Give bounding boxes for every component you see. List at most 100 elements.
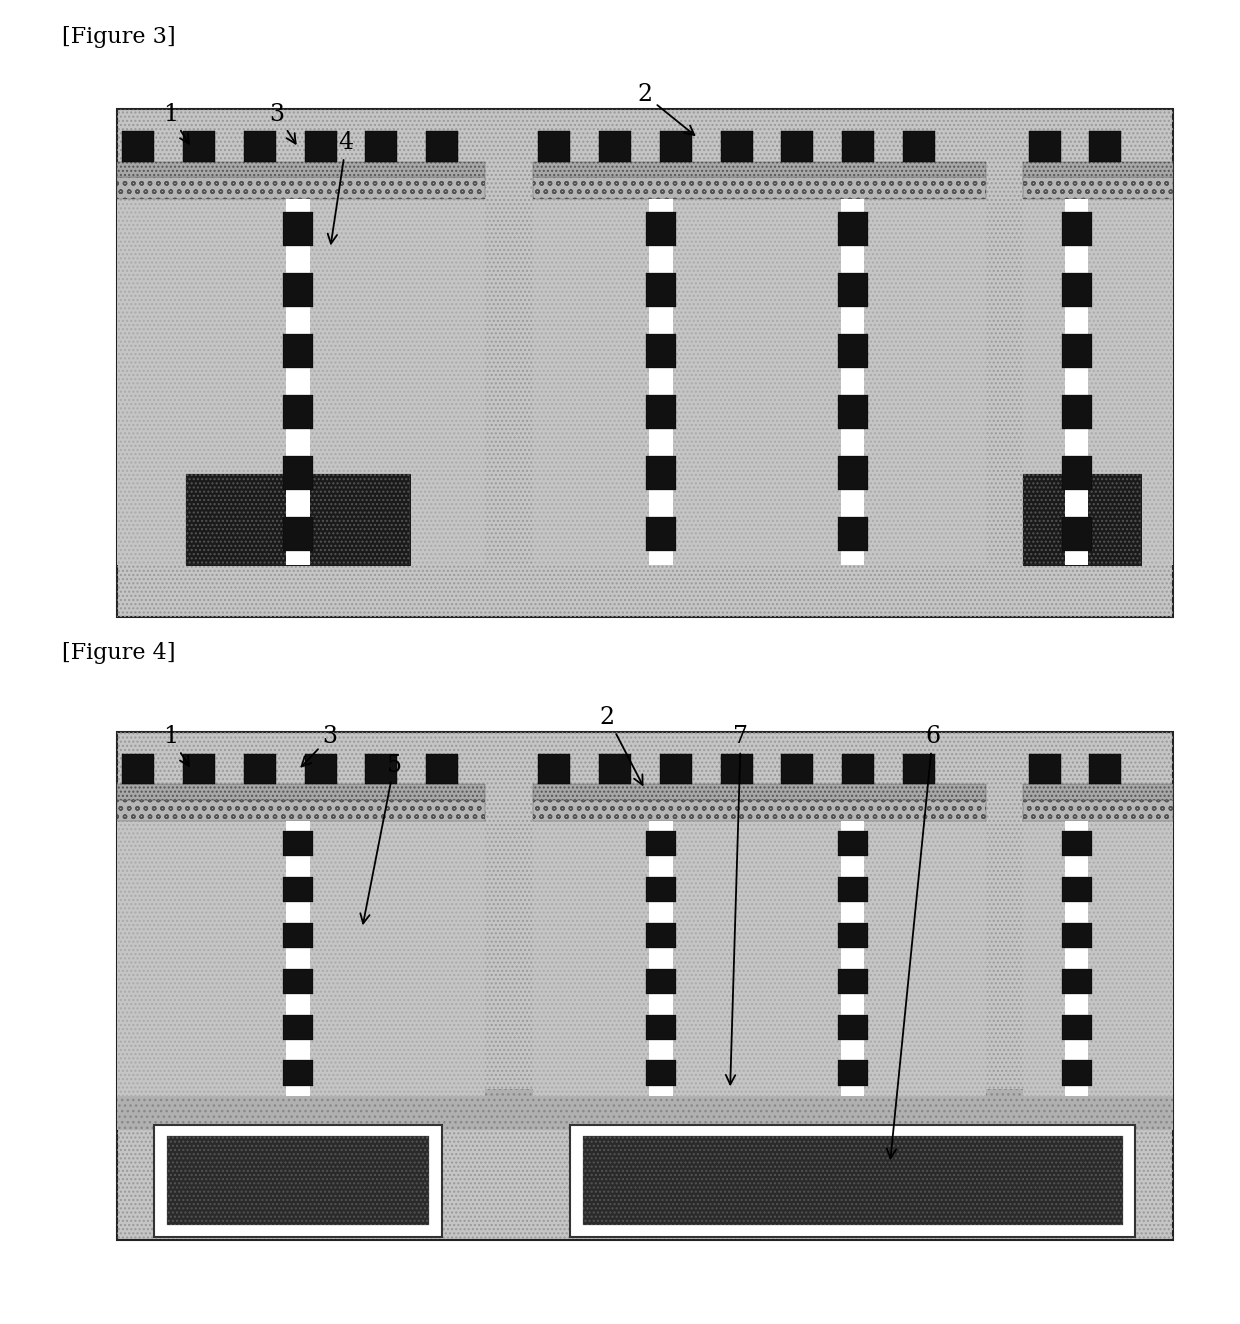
Bar — [646, 876, 676, 902]
Text: 6: 6 — [887, 726, 940, 1158]
Text: 3: 3 — [269, 103, 295, 143]
Bar — [649, 199, 672, 565]
Bar — [720, 131, 753, 162]
Bar — [286, 821, 310, 1096]
Bar — [1023, 784, 1173, 800]
Bar — [660, 131, 692, 162]
Text: 5: 5 — [361, 753, 402, 923]
Bar — [838, 1014, 868, 1039]
Bar — [660, 753, 692, 784]
Bar — [283, 923, 314, 948]
Bar — [117, 162, 485, 177]
Text: 1: 1 — [162, 726, 188, 765]
Bar — [244, 753, 275, 784]
Bar — [1065, 821, 1089, 1096]
Bar — [1023, 177, 1173, 199]
Bar — [1061, 831, 1091, 857]
Bar — [1023, 162, 1173, 565]
Bar — [646, 1061, 676, 1086]
Bar — [838, 831, 868, 857]
Text: 4: 4 — [327, 131, 353, 244]
Bar — [283, 969, 314, 994]
Bar — [305, 753, 336, 784]
Bar — [838, 335, 868, 368]
Bar — [1023, 162, 1173, 565]
Bar — [427, 753, 458, 784]
Bar — [838, 396, 868, 429]
Bar — [838, 969, 868, 994]
Bar — [283, 518, 314, 551]
Bar — [244, 131, 275, 162]
Bar — [646, 969, 676, 994]
Bar — [838, 923, 868, 948]
Bar — [1065, 199, 1089, 565]
Bar — [1023, 784, 1173, 800]
Bar — [366, 131, 397, 162]
Bar — [1061, 457, 1091, 490]
Bar — [841, 821, 864, 1096]
Bar — [538, 131, 570, 162]
Bar — [720, 753, 753, 784]
Bar — [903, 753, 935, 784]
Bar — [283, 212, 314, 246]
Bar — [583, 1136, 1122, 1226]
Text: 3: 3 — [301, 726, 337, 767]
Bar — [117, 177, 485, 199]
Bar — [1061, 335, 1091, 368]
Bar — [1023, 162, 1173, 177]
Bar — [117, 784, 485, 1096]
Bar — [533, 162, 986, 565]
Bar — [583, 1136, 1122, 1226]
Bar — [154, 1124, 443, 1237]
Bar — [1023, 474, 1141, 565]
Bar — [1023, 784, 1173, 1096]
Bar — [117, 800, 485, 821]
Bar — [533, 800, 986, 821]
Bar — [781, 131, 813, 162]
Bar — [841, 199, 864, 565]
Bar — [646, 212, 676, 246]
Text: 1: 1 — [162, 103, 188, 143]
Bar — [842, 131, 874, 162]
Bar — [646, 518, 676, 551]
Bar — [117, 162, 485, 565]
Bar — [838, 876, 868, 902]
Bar — [838, 518, 868, 551]
Bar — [283, 831, 314, 857]
Bar — [599, 131, 631, 162]
Bar — [283, 396, 314, 429]
Bar — [1061, 396, 1091, 429]
Text: 2: 2 — [637, 83, 694, 135]
Bar — [533, 162, 986, 177]
Bar — [117, 1090, 1173, 1129]
Text: 7: 7 — [725, 726, 748, 1084]
Bar — [366, 753, 397, 784]
Bar — [117, 784, 485, 800]
Bar — [167, 1136, 429, 1226]
Bar — [646, 1014, 676, 1039]
Bar — [123, 131, 154, 162]
Bar — [646, 831, 676, 857]
Bar — [533, 784, 986, 1096]
Bar — [646, 457, 676, 490]
Bar — [533, 784, 986, 800]
Bar — [283, 1014, 314, 1039]
Text: [Figure 3]: [Figure 3] — [62, 26, 176, 49]
Bar — [781, 753, 813, 784]
Bar — [184, 753, 215, 784]
Bar — [1061, 969, 1091, 994]
Bar — [117, 162, 485, 565]
Bar — [1023, 784, 1173, 1096]
Bar — [1029, 131, 1060, 162]
Bar — [117, 784, 485, 1096]
Bar — [1023, 800, 1173, 821]
Bar — [305, 131, 336, 162]
Bar — [538, 753, 570, 784]
Text: 2: 2 — [600, 706, 642, 785]
Bar — [1023, 474, 1141, 565]
Bar — [184, 131, 215, 162]
Bar — [533, 800, 986, 821]
Bar — [1029, 753, 1060, 784]
Bar — [186, 474, 410, 565]
Bar — [117, 162, 485, 177]
